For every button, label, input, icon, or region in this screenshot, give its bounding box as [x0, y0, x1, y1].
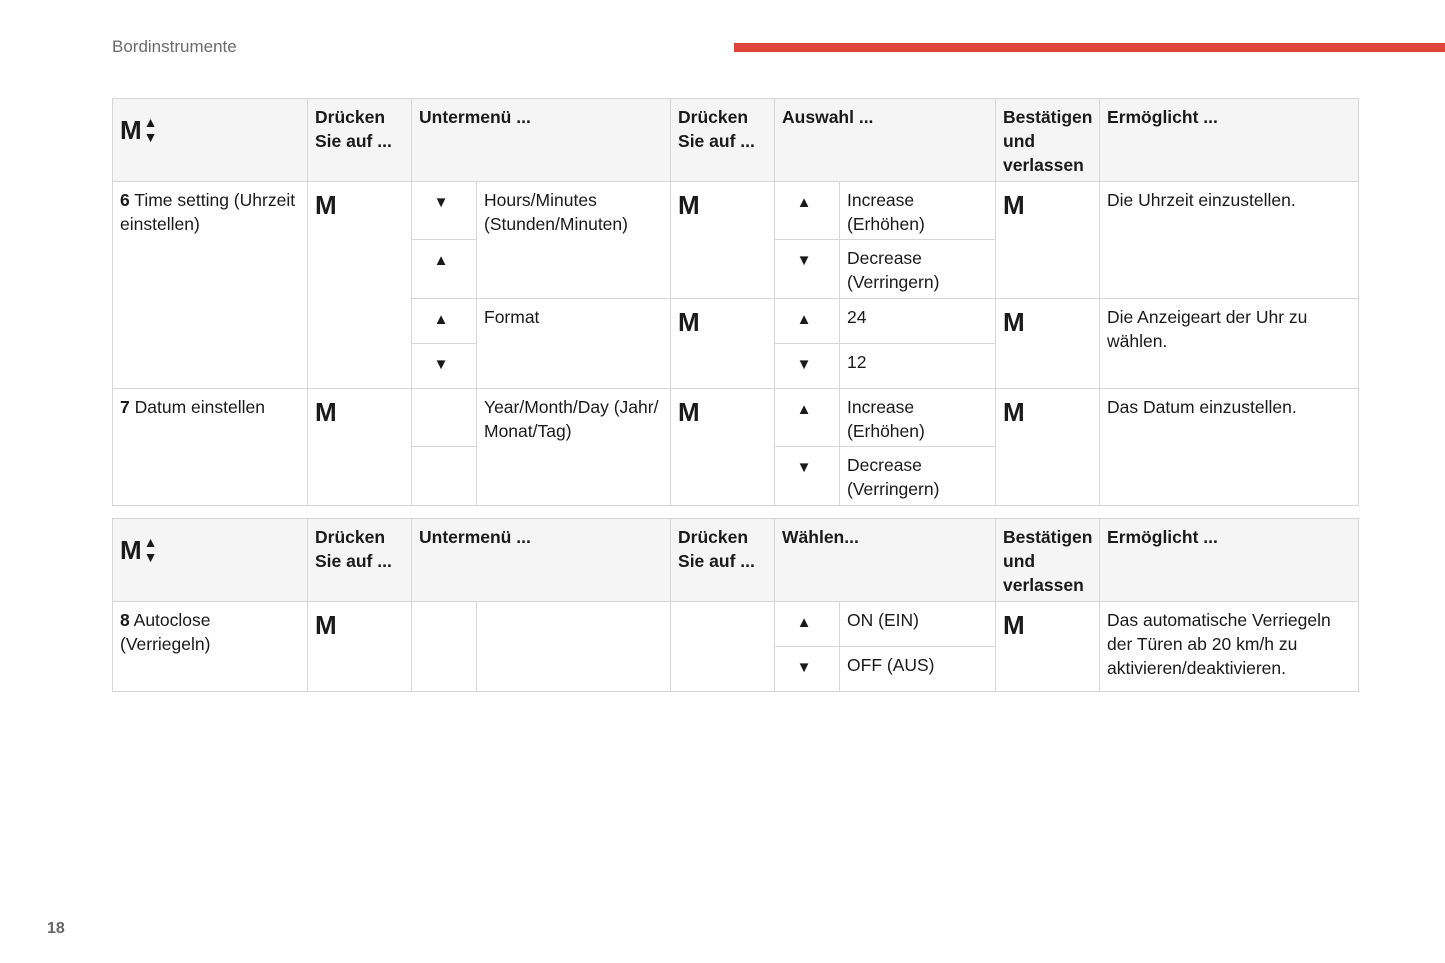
menu-item-label: 8 Autoclose (Verriegeln) [112, 601, 308, 692]
down-arrow-icon: ▼ [411, 343, 477, 389]
down-arrow-icon: ▼ [411, 181, 477, 240]
menu-item-label: 6 Time setting (Uhrzeit einstellen) [112, 181, 308, 389]
m-button-icon: M [670, 388, 776, 506]
empty-cell [411, 601, 477, 692]
table-row: ▲ ▼ Decrease (Verringern) [113, 239, 1359, 299]
up-arrow-icon: ▲ [774, 298, 841, 344]
up-arrow-icon: ▲ [774, 388, 841, 447]
table-row: ▼ OFF (AUS) [113, 646, 1359, 692]
result-text: Das Datum einzustellen. [1099, 388, 1360, 506]
header-submenu: Untermenü ... [410, 98, 672, 182]
header-m-arrows: M ▲ ▼ [112, 518, 308, 602]
table-row: 7 Datum einstellen M Year/Month/Day (Jah… [112, 388, 1360, 506]
m-up-down-icon: M ▲ ▼ [120, 114, 158, 145]
result-text: Das automatische Verriegeln der Türen ab… [1099, 601, 1360, 692]
option-label: OFF (AUS) [839, 646, 997, 692]
down-arrow-icon: ▼ [774, 343, 841, 389]
m-button-icon: M [995, 388, 1101, 506]
header-press: Drücken Sie auf ... [307, 518, 412, 602]
up-arrow-icon: ▲ [411, 298, 477, 344]
m-button-icon: M [995, 181, 1101, 299]
header-submenu: Untermenü ... [410, 518, 672, 602]
m-button-icon: M [307, 388, 412, 506]
table-header-row: M ▲ ▼ Drücken Sie auf ... Untermenü ... Dr… [112, 98, 1360, 182]
empty-cell [670, 601, 776, 692]
header-m-arrows: M ▲ ▼ [112, 98, 308, 182]
m-button-icon: M [670, 181, 776, 299]
result-text: Die Anzeigeart der Uhr zu wählen. [1099, 298, 1360, 389]
submenu-name: Year/Month/Day (Jahr/ Monat/Tag) [475, 388, 672, 506]
header-enables: Ermöglicht ... [1099, 98, 1360, 182]
header-confirm: Bestätigen und verlassen [995, 518, 1101, 602]
up-arrow-icon: ▲ [774, 181, 841, 240]
header-press: Drücken Sie auf ... [670, 98, 776, 182]
header-press: Drücken Sie auf ... [307, 98, 412, 182]
menu-item-label: 7 Datum einstellen [112, 388, 308, 506]
down-arrow-icon: ▼ [774, 646, 841, 692]
header-confirm: Bestätigen und verlassen [995, 98, 1101, 182]
down-arrow-icon: ▼ [774, 446, 841, 506]
m-button-icon: M [670, 298, 776, 389]
option-label: Decrease (Verringern) [839, 446, 997, 506]
result-text: Die Uhrzeit einzustellen. [1099, 181, 1360, 299]
page-number: 18 [47, 920, 65, 937]
m-up-down-icon: M ▲ ▼ [120, 534, 158, 565]
option-label: Increase (Erhöhen) [839, 181, 997, 240]
up-arrow-icon: ▲ [411, 239, 477, 299]
table-row: 8 Autoclose (Verriegeln) M ▲ ON (EIN) M … [112, 601, 1360, 692]
header-choose: Wählen... [774, 518, 997, 602]
settings-table-clock-date: M ▲ ▼ Drücken Sie auf ... Untermenü ... Dr… [112, 98, 1360, 506]
section-title: Bordinstrumente [112, 37, 237, 56]
empty-cell [475, 601, 672, 692]
m-button-icon: M [307, 601, 412, 692]
m-button-icon: M [307, 181, 412, 389]
header-press: Drücken Sie auf ... [670, 518, 776, 602]
table-header-row: M ▲ ▼ Drücken Sie auf ... Untermenü ... Dr… [112, 518, 1360, 602]
down-arrow-icon: ▼ [774, 239, 841, 299]
option-label: ON (EIN) [839, 601, 997, 647]
submenu-name: Hours/Minutes (Stunden/Minuten) [475, 181, 672, 299]
up-arrow-icon: ▲ [774, 601, 841, 647]
table-row: 6 Time setting (Uhrzeit einstellen) M ▼ … [112, 181, 1360, 389]
option-label: Decrease (Verringern) [839, 239, 997, 299]
header-selection: Auswahl ... [774, 98, 997, 182]
empty-cell [411, 446, 477, 506]
m-button-icon: M [995, 298, 1101, 389]
m-button-icon: M [995, 601, 1101, 692]
table-row: ▼ ▼ 12 [113, 343, 1359, 389]
table-row: ▼ Decrease (Verringern) [113, 446, 1359, 506]
empty-cell [411, 388, 477, 447]
submenu-name: Format [475, 298, 672, 389]
option-label: 12 [839, 343, 997, 389]
option-label: Increase (Erhöhen) [839, 388, 997, 447]
option-label: 24 [839, 298, 997, 344]
table-row: ▲ Format M ▲ 24 M Die Anzeigeart der Uhr… [113, 298, 1360, 389]
settings-table-autoclose: M ▲ ▼ Drücken Sie auf ... Untermenü ... Dr… [112, 518, 1360, 692]
accent-bar [734, 43, 1445, 52]
header-enables: Ermöglicht ... [1099, 518, 1360, 602]
